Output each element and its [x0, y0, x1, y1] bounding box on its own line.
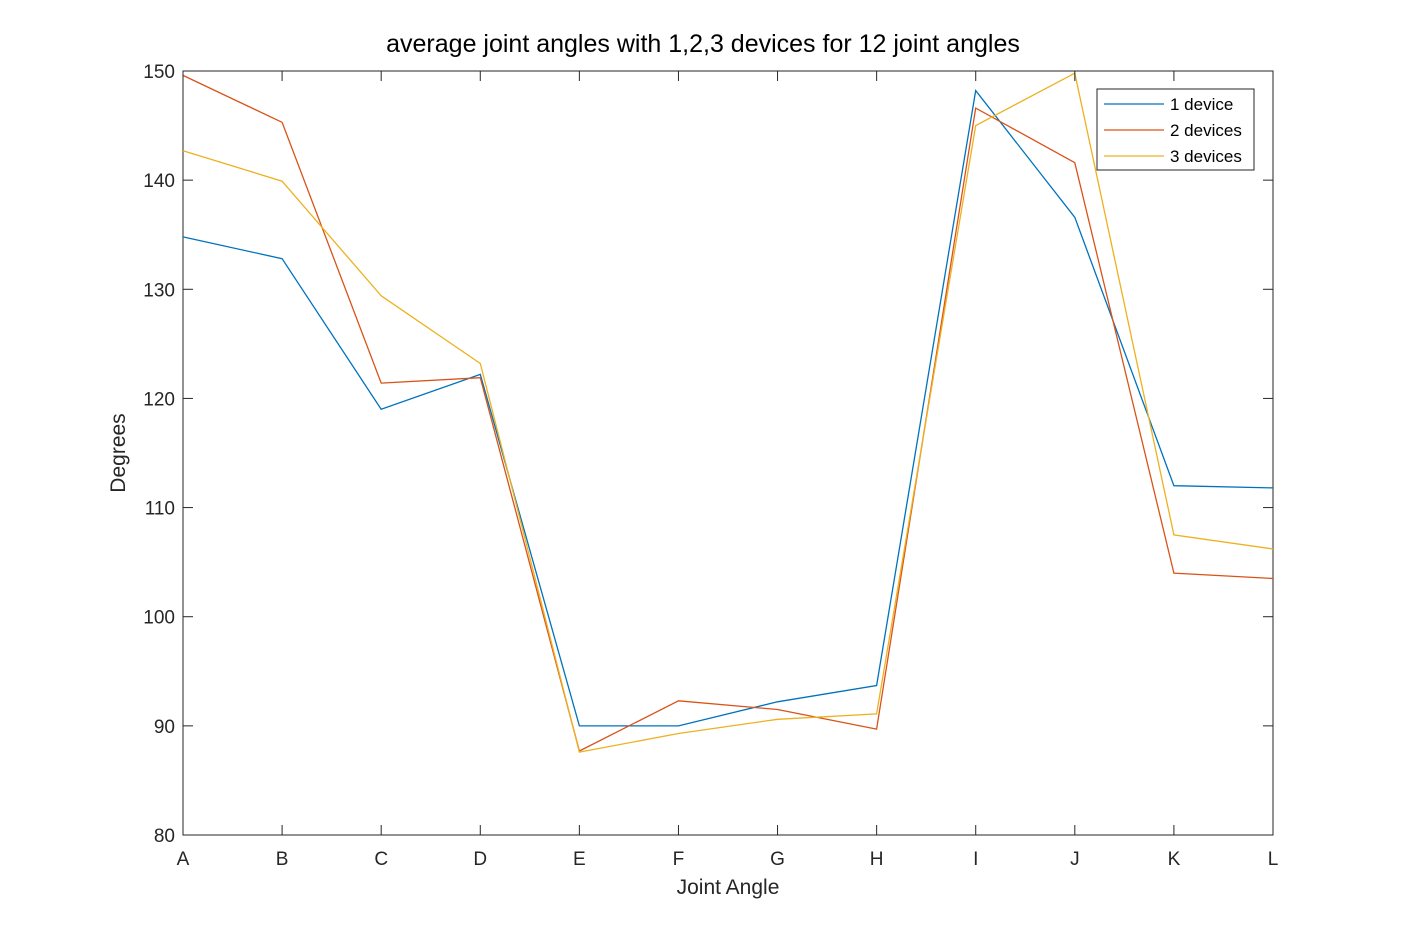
y-tick-label: 90	[154, 717, 175, 738]
x-axis-title: Joint Angle	[677, 876, 780, 899]
legend-label: 3 devices	[1170, 147, 1242, 166]
x-tick-label: J	[1070, 849, 1080, 870]
x-tick-label: E	[573, 849, 586, 870]
y-tick-label: 150	[143, 62, 175, 83]
x-tick-label: A	[177, 849, 190, 870]
x-tick-label: H	[870, 849, 884, 870]
y-tick-label: 120	[143, 389, 175, 410]
chart-title: average joint angles with 1,2,3 devices …	[386, 30, 1020, 58]
ticks-layer: A B C D E F G H I J K L 80 90 100 110 120 130 140 150	[143, 62, 1278, 870]
series-line-2	[182, 74, 1274, 752]
legend: 1 device 2 devices 3 devices	[1096, 88, 1255, 171]
x-tick-label: L	[1268, 849, 1279, 870]
lines-layer	[182, 72, 1274, 753]
x-tick-label: G	[770, 849, 785, 870]
y-tick-label: 130	[143, 280, 175, 301]
legend-label: 2 devices	[1170, 121, 1242, 140]
series-line-1	[182, 89, 1274, 727]
x-tick-label: D	[473, 849, 487, 870]
x-tick-label: C	[374, 849, 388, 870]
axes-box	[182, 70, 1274, 836]
y-tick-label: 100	[143, 608, 175, 629]
x-tick-label: K	[1168, 849, 1181, 870]
x-tick-label: B	[276, 849, 289, 870]
y-axis-title: Degrees	[107, 413, 130, 492]
plot-area	[182, 70, 1274, 836]
series-line-3	[182, 72, 1274, 753]
x-tick-label: I	[973, 849, 978, 870]
legend-label: 1 device	[1170, 95, 1233, 114]
y-tick-label: 140	[143, 171, 175, 192]
y-tick-label: 80	[154, 826, 175, 847]
y-tick-label: 110	[145, 499, 175, 520]
x-tick-label: F	[673, 849, 685, 870]
